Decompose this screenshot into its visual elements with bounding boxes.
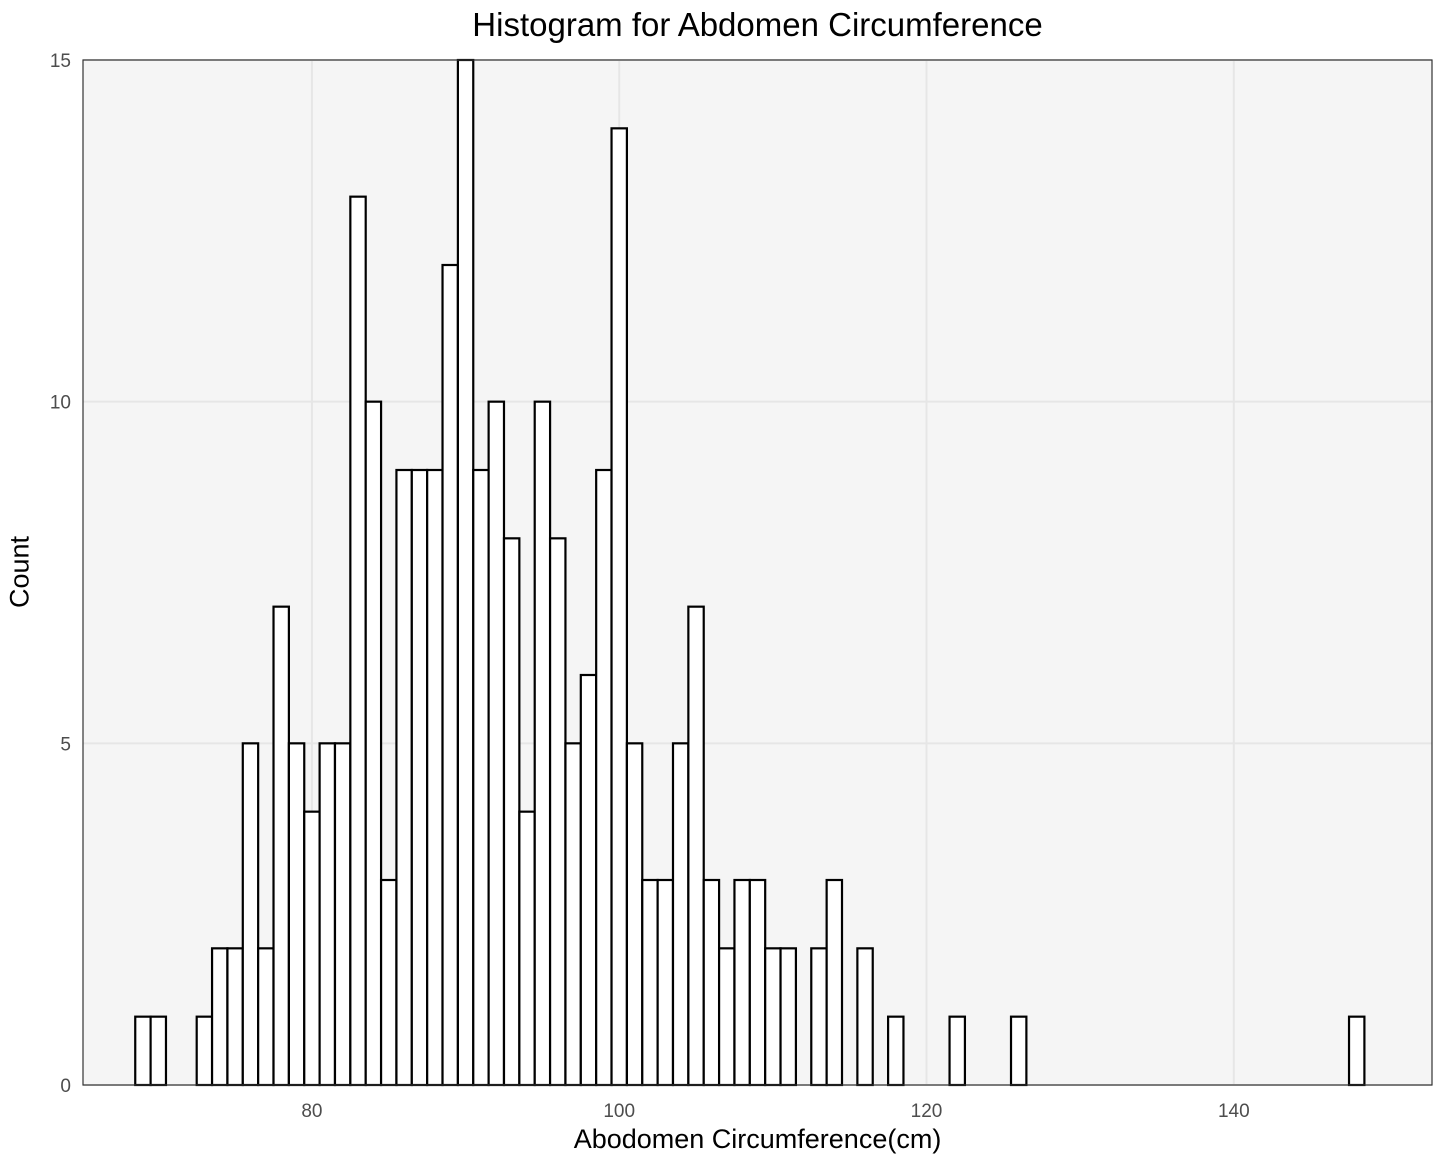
- histogram-bar: [395, 468, 413, 1087]
- panel-border: [82, 59, 1433, 1086]
- histogram-bar: [379, 878, 398, 1087]
- histogram-bar: [810, 947, 828, 1087]
- chart-title: Histogram for Abdomen Circumference: [472, 6, 1043, 43]
- histogram-bar: [564, 742, 582, 1087]
- histogram-bar: [595, 468, 613, 1087]
- histogram-bar: [687, 605, 705, 1087]
- histogram-bar: [195, 1015, 214, 1087]
- y-tick-label: 15: [50, 51, 71, 72]
- histogram-bar: [748, 878, 767, 1087]
- y-tick-label: 5: [60, 734, 71, 755]
- histogram-bar: [733, 878, 751, 1087]
- x-tick-label: 100: [603, 1101, 635, 1122]
- x-tick-label: 80: [301, 1101, 322, 1122]
- x-axis-title: Abodomen Circumference(cm): [573, 1124, 942, 1154]
- histogram-bar: [287, 742, 306, 1087]
- y-tick-label: 0: [60, 1076, 71, 1097]
- x-tick-labels: 80 100 120 140: [301, 1101, 1249, 1122]
- histogram-bar: [948, 1015, 967, 1087]
- histogram-bar: [426, 468, 444, 1087]
- y-tick-label: 10: [50, 393, 71, 414]
- histogram-bar: [779, 947, 798, 1087]
- histogram-bar: [149, 1015, 168, 1087]
- histogram-bar: [579, 673, 598, 1087]
- histogram-bar: [333, 742, 352, 1087]
- histogram-bar: [456, 58, 475, 1087]
- histogram-bar: [1347, 1015, 1366, 1087]
- axes: [82, 59, 1433, 1086]
- histogram-bar: [210, 947, 229, 1087]
- histogram-bar: [764, 947, 782, 1087]
- histogram-bar: [625, 742, 644, 1087]
- histogram-bar: [656, 878, 675, 1087]
- histogram-bar: [364, 400, 383, 1087]
- histogram-bar: [241, 742, 260, 1087]
- histogram-bar: [318, 742, 337, 1087]
- histogram-bar: [441, 263, 459, 1087]
- x-tick-label: 120: [911, 1101, 943, 1122]
- histogram-bar: [303, 810, 321, 1087]
- histogram-bar: [702, 878, 721, 1087]
- histogram-bar: [856, 947, 874, 1087]
- histogram-bar: [257, 947, 275, 1087]
- histogram-bar: [410, 468, 429, 1087]
- histogram-bar: [487, 400, 506, 1087]
- histogram-bar: [641, 878, 659, 1087]
- histogram-bar: [1009, 1015, 1028, 1087]
- histogram-bar: [825, 878, 844, 1087]
- y-tick-labels: 0 5 10 15: [50, 51, 71, 1097]
- histogram-bar: [518, 810, 536, 1087]
- histogram-bar: [610, 127, 629, 1087]
- histogram-bar: [349, 195, 367, 1087]
- x-tick-label: 140: [1218, 1101, 1250, 1122]
- histogram-bar: [472, 468, 490, 1087]
- histogram-bar: [502, 537, 521, 1087]
- histogram-bar: [717, 947, 736, 1087]
- histogram-bar: [671, 742, 690, 1087]
- histogram-bar: [548, 537, 567, 1087]
- histogram-bar: [134, 1015, 152, 1087]
- histogram-bar: [226, 947, 244, 1087]
- histogram-bar: [533, 400, 552, 1087]
- histogram-bar: [272, 605, 290, 1087]
- histogram-bars: [134, 58, 1366, 1087]
- histogram-bar: [886, 1015, 905, 1087]
